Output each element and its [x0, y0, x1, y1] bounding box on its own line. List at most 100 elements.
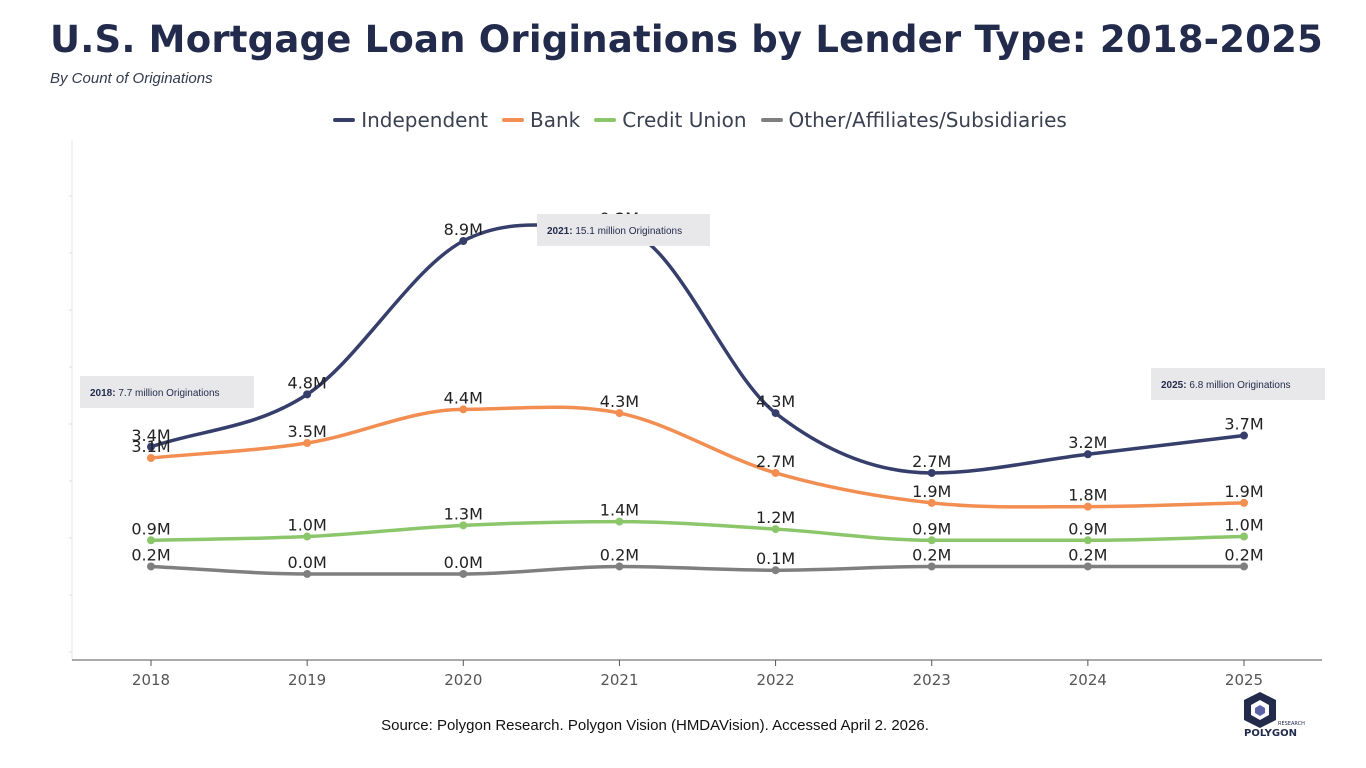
data-label: 2.7M [756, 452, 795, 471]
data-point [1083, 502, 1092, 511]
legend-swatch [594, 118, 617, 122]
data-label: 3.7M [1224, 415, 1263, 434]
data-point [771, 566, 780, 575]
chart-legend: Independent Bank Credit Union Other/Affilia… [0, 108, 1366, 132]
data-point [771, 468, 780, 477]
annotation-text: 2025: 6.8 million Originations [1161, 380, 1291, 391]
annotation-total: 15.1 million Originations [573, 226, 683, 237]
data-label: 1.9M [912, 482, 951, 501]
data-point [147, 562, 155, 571]
data-point [615, 517, 624, 526]
annotation-box: 2021: 15.1 million Originations [537, 214, 710, 246]
legend-item: Independent [333, 108, 488, 132]
data-label: 1.9M [1224, 482, 1263, 501]
annotation-box: 2025: 6.8 million Originations [1151, 368, 1325, 400]
data-label: 0.9M [912, 519, 951, 538]
annotation-total: 6.8 million Originations [1187, 380, 1291, 391]
data-label: 3.1M [131, 437, 170, 456]
x-tick-label: 2020 [444, 671, 482, 689]
legend-item: Bank [501, 108, 580, 132]
data-label: 1.8M [1068, 486, 1107, 505]
data-point [771, 409, 780, 418]
data-point [1240, 498, 1248, 507]
data-point [459, 521, 468, 530]
data-point [1083, 562, 1092, 571]
data-point [615, 409, 624, 418]
annotation-text: 2021: 15.1 million Originations [547, 226, 682, 237]
data-label: 0.2M [600, 545, 639, 564]
data-label: 4.3M [600, 392, 639, 411]
data-label: 1.0M [288, 516, 327, 535]
data-label: 4.4M [444, 388, 483, 407]
x-tick-label: 2025 [1225, 671, 1263, 689]
data-label: 0.2M [1068, 545, 1107, 564]
annotation-total: 7.7 million Originations [116, 388, 220, 399]
annotation-year: 2018: [90, 388, 116, 399]
data-point [615, 562, 624, 571]
series-line-1 [149, 405, 1246, 509]
annotation-background [537, 214, 710, 246]
data-point [147, 442, 155, 451]
legend-item: Credit Union [594, 108, 747, 132]
chart-title: U.S. Mortgage Loan Originations by Lende… [50, 18, 1323, 61]
data-label: 2.7M [912, 452, 951, 471]
data-point [1240, 532, 1248, 541]
data-label: 0.1M [756, 549, 795, 568]
annotation-text: 2018: 7.7 million Originations [90, 388, 220, 399]
x-tick-label: 2022 [756, 671, 794, 689]
source-note: Source: Polygon Research. Polygon Vision… [381, 717, 929, 734]
data-point [303, 532, 312, 541]
legend-swatch [333, 118, 356, 122]
data-point [927, 536, 936, 545]
data-point [303, 439, 312, 448]
logo-text: POLYGON [1244, 728, 1297, 739]
data-label: 4.8M [288, 373, 327, 392]
legend-label: Credit Union [622, 108, 747, 132]
annotation-background [1151, 368, 1325, 400]
series-line-2 [149, 519, 1246, 543]
data-point [459, 237, 468, 246]
legend-label: Independent [361, 108, 488, 132]
data-point [1083, 450, 1092, 459]
data-point [1240, 562, 1248, 571]
annotation-year: 2025: [1161, 380, 1187, 391]
data-label: 3.2M [1068, 433, 1107, 452]
data-label: 3.5M [288, 422, 327, 441]
series-line-0 [149, 223, 1246, 475]
data-point [459, 405, 468, 414]
x-tick-label: 2024 [1069, 671, 1107, 689]
data-label: 0.2M [131, 545, 170, 564]
data-point [147, 453, 155, 462]
data-point [147, 536, 155, 545]
data-label: 1.2M [756, 508, 795, 527]
data-point [1240, 431, 1248, 440]
data-label: 1.4M [600, 501, 639, 520]
data-label: 0.0M [288, 553, 327, 572]
x-tick-label: 2023 [913, 671, 951, 689]
data-label: 1.0M [1224, 516, 1263, 535]
data-point [459, 569, 468, 578]
data-label: 1.3M [444, 504, 483, 523]
data-point [303, 569, 312, 578]
logo-research-text: RESEARCH [1278, 721, 1305, 727]
annotation-box: 2018: 7.7 million Originations [80, 376, 254, 408]
series-line-3 [149, 564, 1246, 576]
data-point [927, 498, 936, 507]
legend-item: Other/Affiliates/Subsidiaries [760, 108, 1067, 132]
x-tick-label: 2021 [600, 671, 638, 689]
legend-swatch [760, 118, 783, 122]
data-label: 0.0M [444, 553, 483, 572]
data-label: 0.2M [912, 545, 951, 564]
annotation-background [80, 376, 254, 408]
data-point [927, 468, 936, 477]
legend-swatch [501, 118, 524, 122]
data-point [771, 525, 780, 534]
chart-subtitle: By Count of Originations [50, 70, 213, 87]
data-label: 4.3M [756, 392, 795, 411]
legend-label: Other/Affiliates/Subsidiaries [788, 108, 1067, 132]
annotation-year: 2021: [547, 226, 573, 237]
data-label: 0.9M [1068, 519, 1107, 538]
x-tick-label: 2018 [132, 671, 170, 689]
polygon-logo-icon [1244, 692, 1276, 728]
